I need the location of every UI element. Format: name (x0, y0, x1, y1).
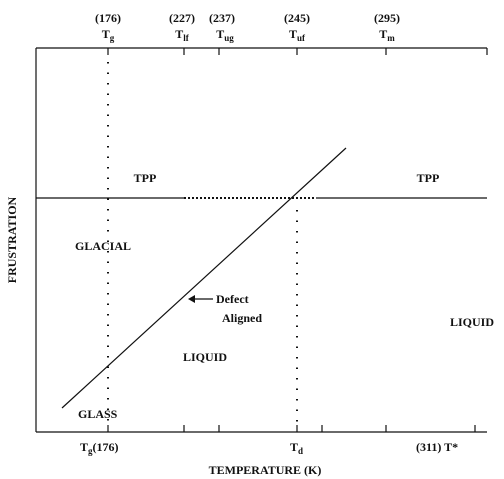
tick-value: (237) (209, 11, 235, 25)
t: T (80, 440, 88, 454)
tick-label: Tlf (175, 27, 190, 43)
sub: m (387, 33, 395, 43)
sub: g (110, 33, 115, 43)
top-ticks (107, 48, 488, 55)
defect-line (61, 147, 347, 409)
t: T (290, 440, 298, 454)
x-axis-label: TEMPERATURE (K) (209, 463, 322, 477)
sub: g (88, 446, 93, 456)
tick-value: (295) (374, 11, 400, 25)
sub: lf (183, 33, 190, 43)
bottom-label: (311) T* (416, 440, 458, 454)
bottom-label: Tg(176) (80, 440, 119, 456)
region-label: GLASS (78, 407, 118, 421)
tick-label: Tm (379, 27, 395, 43)
region-label: LIQUID (450, 315, 494, 329)
tick-label: Tuf (289, 27, 306, 43)
t: T (175, 27, 183, 41)
y-axis-label: FRUSTRATION (5, 196, 19, 283)
tick-value: (245) (284, 11, 310, 25)
sub: uf (297, 33, 306, 43)
t: T (379, 27, 387, 41)
tick-label: Tug (216, 27, 234, 43)
sub: d (298, 446, 303, 456)
bottom-ticks (107, 425, 476, 432)
region-label: GLACIAL (75, 239, 131, 253)
annotation: Aligned (222, 311, 262, 325)
tick-value: (176) (95, 11, 121, 25)
t: T (102, 27, 110, 41)
t: T (289, 27, 297, 41)
tick-value: (227) (169, 11, 195, 25)
value: (176) (93, 440, 119, 454)
annotation: Defect (216, 292, 249, 306)
t: T (216, 27, 224, 41)
arrow (188, 295, 213, 303)
region-label: TPP (417, 171, 440, 185)
region-label: TPP (134, 171, 157, 185)
region-label: LIQUID (183, 350, 227, 364)
sub: ug (224, 33, 234, 43)
bottom-label: Td (290, 440, 303, 456)
tick-label: Tg (102, 27, 115, 43)
